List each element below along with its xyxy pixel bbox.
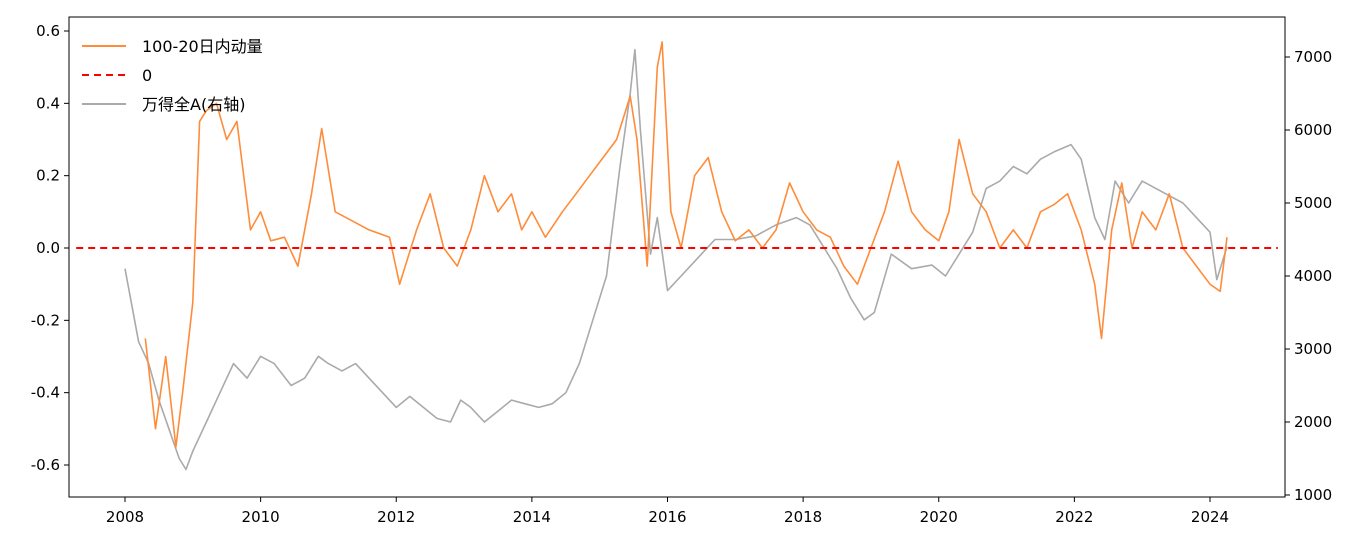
- axes: 2008 2010 2012 2014 2016 2018 2020 2022 2024 -0.6…: [31, 16, 1332, 526]
- plot-frame: [68, 16, 1286, 498]
- x-tick-label: 2020: [920, 508, 958, 526]
- y-left-tick-label: -0.6: [31, 456, 60, 474]
- y-left-tick-label: 0.2: [36, 167, 60, 185]
- y-left-tick-label: 0.6: [36, 22, 60, 40]
- x-tick-label: 2016: [648, 508, 686, 526]
- y-left-tick-label: 0.0: [36, 239, 60, 257]
- y-right-tick-label: 7000: [1294, 48, 1332, 66]
- x-tick-label: 2014: [513, 508, 551, 526]
- legend-label: 万得全A(右轴): [142, 95, 245, 114]
- y-right-tick-label: 4000: [1294, 267, 1332, 285]
- y-left-tick-label: 0.4: [36, 94, 60, 112]
- y-left-tick-label: -0.4: [31, 384, 60, 402]
- x-tick-label: 2012: [377, 508, 415, 526]
- series-line-2: [124, 48, 1228, 471]
- y-left-tick-label: -0.2: [31, 311, 60, 329]
- y-right-tick-label: 2000: [1294, 413, 1332, 431]
- x-tick-label: 2010: [242, 508, 280, 526]
- x-tick-label: 2008: [106, 508, 144, 526]
- y-right-tick-label: 3000: [1294, 340, 1332, 358]
- y-right-tick-label: 1000: [1294, 486, 1332, 504]
- plot-area: [76, 41, 1278, 471]
- series-line-0: [144, 41, 1228, 448]
- x-tick-label: 2018: [784, 508, 822, 526]
- x-tick-label: 2022: [1055, 508, 1093, 526]
- y-right-tick-label: 6000: [1294, 121, 1332, 139]
- y-right-tick-label: 5000: [1294, 194, 1332, 212]
- legend: 100-20日内动量 0 万得全A(右轴): [82, 37, 263, 114]
- x-tick-label: 2024: [1191, 508, 1229, 526]
- legend-label: 0: [142, 66, 152, 85]
- legend-label: 100-20日内动量: [142, 37, 263, 56]
